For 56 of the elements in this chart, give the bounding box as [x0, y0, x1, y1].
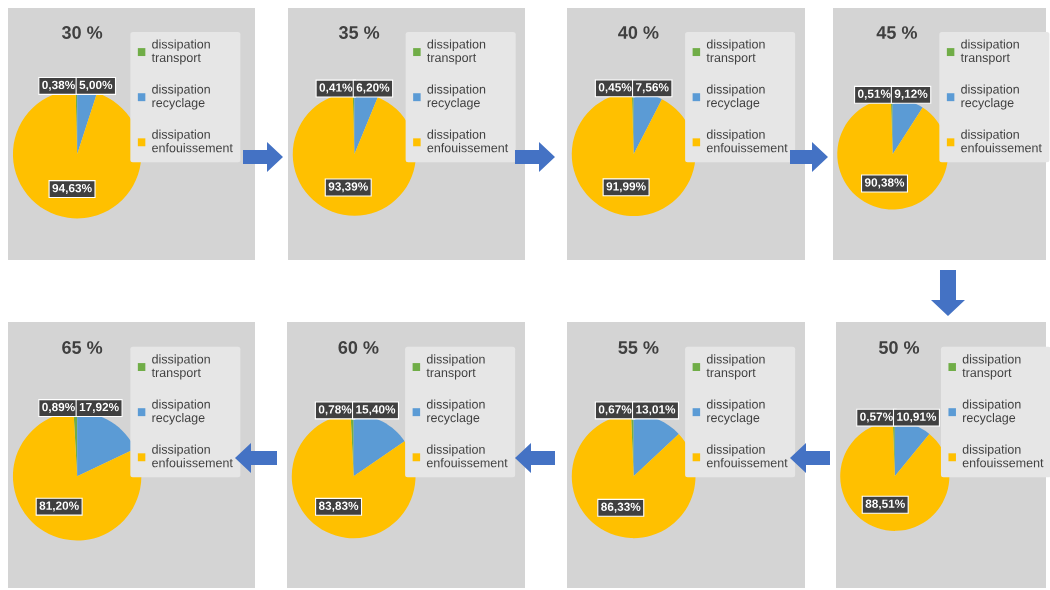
data-label: 7,56%: [636, 83, 669, 94]
legend-label: dissipation transport: [960, 39, 1019, 65]
legend-label: dissipation recyclage: [706, 84, 765, 110]
data-label: 93,39%: [328, 182, 368, 193]
data-label: 90,38%: [864, 178, 905, 189]
data-label: 6,20%: [356, 83, 390, 94]
legend-label: dissipation transport: [151, 39, 210, 65]
legend-label: dissipation transport: [427, 39, 486, 65]
data-label: 13,01%: [636, 405, 676, 416]
legend-label: dissipation recyclage: [427, 84, 486, 110]
data-label: 15,40%: [356, 405, 396, 416]
data-label: 0,57%: [860, 412, 893, 423]
chart-title: 35 %: [338, 26, 380, 39]
data-label: 0,67%: [598, 405, 632, 416]
text: 45 %: [876, 26, 917, 39]
legend-label: dissipation recyclage: [152, 399, 210, 425]
data-label: 10,91%: [897, 412, 937, 423]
data-label: 83,83%: [318, 501, 359, 512]
data-label: 0,89%: [42, 402, 75, 413]
legend-label: dissipation enfouissement: [152, 129, 233, 153]
legend-label: dissipation enfouissement: [426, 444, 508, 468]
legend-label: dissipation enfouissement: [961, 129, 1042, 153]
data-label: 0,45%: [598, 83, 632, 94]
data-label: 81,20%: [39, 501, 79, 512]
data-label: 0,38%: [42, 80, 75, 91]
legend-label: dissipation recyclage: [962, 399, 1021, 425]
legend-label: dissipation transport: [706, 354, 765, 380]
legend-label: dissipation enfouissement: [152, 444, 233, 468]
data-label: 0,78%: [318, 405, 352, 416]
legend-label: dissipation enfouissement: [427, 129, 509, 153]
legend-label: dissipation transport: [962, 354, 1021, 380]
chart-title: 30 %: [61, 26, 103, 39]
legend-label: dissipation enfouissement: [962, 444, 1044, 468]
legend-label: dissipation transport: [426, 354, 485, 380]
data-label: 0,51%: [857, 89, 891, 100]
legend-label: dissipation enfouissement: [706, 444, 788, 468]
data-label: 86,33%: [601, 502, 641, 513]
chart-title: 55 %: [618, 341, 659, 354]
data-label: 91,99%: [606, 182, 646, 193]
legend-label: dissipation recyclage: [152, 84, 210, 110]
legend-label: dissipation recyclage: [706, 399, 765, 425]
data-label: 88,51%: [865, 499, 905, 510]
data-label: 9,12%: [894, 89, 928, 100]
data-label: 94,63%: [52, 183, 92, 194]
legend-label: dissipation transport: [706, 39, 765, 65]
data-label: 5,00%: [79, 80, 113, 91]
data-label: 0,41%: [319, 83, 353, 94]
legend-label: dissipation recyclage: [426, 399, 485, 425]
data-label: 17,92%: [79, 402, 119, 413]
chart-title: 40 %: [618, 26, 659, 39]
chart-title: 65 %: [62, 341, 103, 354]
chart-title: 60 %: [338, 341, 379, 354]
legend-label: dissipation enfouissement: [706, 129, 788, 153]
legend-label: dissipation recyclage: [961, 84, 1019, 110]
text: 50 %: [878, 341, 920, 354]
legend-label: dissipation transport: [151, 354, 210, 380]
